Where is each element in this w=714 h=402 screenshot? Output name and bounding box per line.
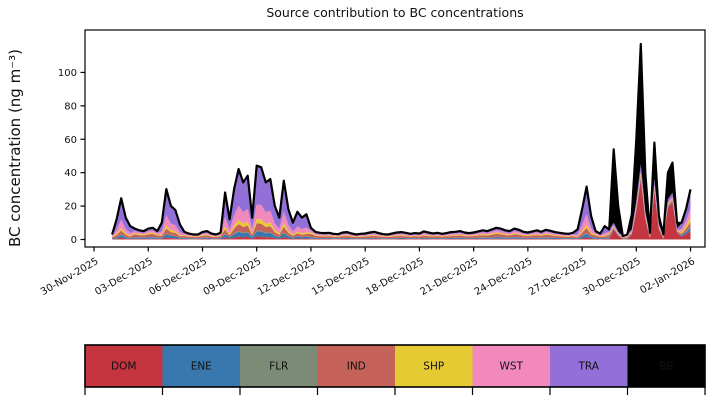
y-axis-label: BC concentration (ng m⁻³) [6,49,24,247]
x-tick-label: 02-Jan-2026 [638,256,697,296]
legend-label-TRA: TRA [578,361,600,373]
legend-label-IND: IND [347,361,366,373]
chart-title: Source contribution to BC concentrations [266,5,523,20]
legend-swatch-BB [627,345,705,387]
legend-swatch-SHP [395,345,473,387]
y-tick-label: 20 [64,202,77,213]
x-tick-label: 24-Dec-2025 [473,256,535,298]
y-axis: 0 20 40 60 80 100 [58,68,85,246]
legend-bar: DOM ENE FLR IND SHP WST TRA BB [84,344,706,395]
legend-label-FLR: FLR [269,361,288,373]
legend-swatch-IND [317,345,395,387]
legend-swatch-ENE [162,345,240,387]
area-series-TRA [112,164,691,237]
x-tick-label: 30-Nov-2025 [39,256,100,298]
x-tick-label: 09-Dec-2025 [202,256,264,298]
y-tick-label: 100 [58,68,77,79]
y-tick-label: 40 [64,168,77,179]
x-tick-label: 30-Dec-2025 [581,256,643,298]
area-series-BB [112,44,691,237]
stacked-areas [112,44,691,240]
plot-border [84,29,706,248]
y-tick-label: 80 [64,101,77,112]
x-tick-label: 12-Dec-2025 [256,256,318,298]
legend-label-BB: BB [659,361,673,373]
legend-swatch-WST [472,345,550,387]
y-tick-label: 60 [64,135,77,146]
area-series-DOM [112,179,691,240]
x-tick-label: 21-Dec-2025 [419,256,481,298]
legend-swatch-DOM [85,345,163,387]
legend-label-SHP: SHP [423,361,444,373]
x-tick-label: 18-Dec-2025 [364,256,426,298]
legend-label-ENE: ENE [191,361,212,373]
x-tick-label: 27-Dec-2025 [527,256,589,298]
x-tick-label: 03-Dec-2025 [93,256,155,298]
total-line [111,42,692,238]
x-axis: 30-Nov-202503-Dec-202506-Dec-202509-Dec-… [39,247,697,298]
legend-label-WST: WST [500,361,524,373]
area-series-SHP [112,173,691,238]
legend-label-DOM: DOM [111,361,136,373]
legend-swatch-FLR [240,345,318,387]
x-tick-label: 06-Dec-2025 [147,256,209,298]
y-tick-label: 0 [71,235,77,246]
legend-swatch-TRA [550,345,628,387]
area-series-IND [112,175,691,239]
x-tick-label: 15-Dec-2025 [310,256,372,298]
